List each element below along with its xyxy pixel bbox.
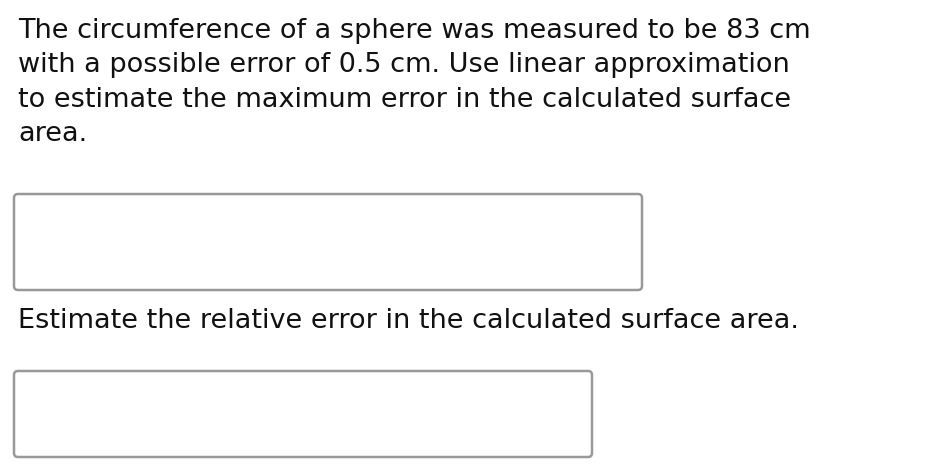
FancyBboxPatch shape	[14, 194, 642, 290]
Text: The circumference of a sphere was measured to be 83 cm
with a possible error of : The circumference of a sphere was measur…	[18, 18, 810, 147]
Text: Estimate the relative error in the calculated surface area.: Estimate the relative error in the calcu…	[18, 308, 799, 334]
FancyBboxPatch shape	[14, 371, 592, 457]
